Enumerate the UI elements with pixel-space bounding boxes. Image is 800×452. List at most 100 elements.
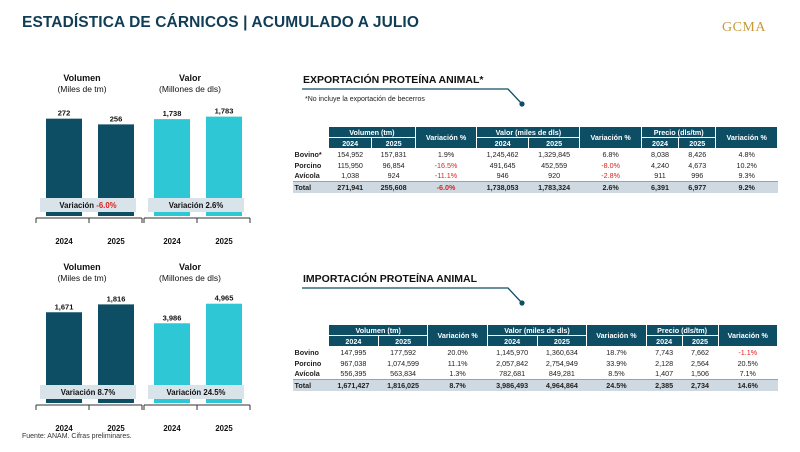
row-label: Porcino	[294, 358, 322, 368]
header-group: Volumen (tm)	[328, 126, 416, 138]
table-cell: 2,057,842	[496, 358, 529, 368]
x-tick-import-volume-2024: 2024	[55, 424, 73, 433]
import-table-title: IMPORTACIÓN PROTEÍNA ANIMAL	[303, 273, 478, 285]
header-group: Precio (dls/tm)	[640, 126, 717, 138]
table-cell: 920	[548, 171, 561, 181]
variation-label-export-value: Variación 2.6%	[169, 201, 224, 210]
header-year: 2025	[377, 335, 429, 347]
row-label: Avícola	[294, 171, 320, 181]
table-cell: 996	[691, 171, 704, 181]
table-cell: 1,360,634	[545, 347, 578, 357]
header-year: 2024	[327, 137, 373, 149]
row-label: Porcino	[294, 160, 322, 170]
gcma-logo: GCMA	[721, 20, 766, 35]
variation-band-export-volume	[40, 198, 136, 212]
header-year: 2025	[536, 335, 588, 347]
table-cell: 10.2%	[736, 160, 757, 170]
table-cell: 556,395	[340, 369, 367, 379]
header-year: 2025	[681, 335, 719, 347]
header-blank	[292, 324, 329, 347]
table-cell: 96,854	[382, 160, 405, 170]
header-group: Valor (miles de dls)	[476, 126, 581, 138]
table-cell: 967,038	[340, 358, 367, 368]
table-cell: 3,986,493	[487, 379, 538, 391]
x-tick-import-volume-2025: 2025	[107, 424, 125, 433]
table-cell: 1,074,599	[387, 358, 420, 368]
table-cell: 2,128	[655, 358, 674, 368]
x-tick-export-volume-2024: 2024	[55, 237, 73, 246]
value-label-export-value-2024: 1,738	[163, 109, 182, 118]
value-label-export-volume-2025: 256	[110, 114, 123, 123]
variation-label-import-volume: Variación 8.7%	[61, 388, 116, 397]
chart-title-export-value: Valor (Millones de dls)	[159, 73, 221, 94]
table-cell: 1.3%	[449, 369, 466, 379]
table-cell: 20.5%	[737, 358, 758, 368]
x-tick-export-value-2025: 2025	[215, 237, 233, 246]
value-label-export-volume-2024: 272	[58, 109, 71, 118]
table-cell: 1,671,427	[328, 379, 379, 391]
table-cell: -6.0%	[415, 181, 477, 193]
table-cell: 4,240	[651, 160, 670, 170]
variation-band-import-value	[148, 385, 244, 399]
table-cell: 782,681	[499, 369, 526, 379]
header-year: 2024	[640, 137, 680, 149]
header-group: Variación %	[427, 324, 488, 347]
value-label-import-value-2024: 3,986	[163, 313, 182, 322]
table-cell: 157,831	[380, 149, 407, 159]
export-table: Volumen (tm) Variación % Valor (miles de d…	[292, 126, 778, 193]
x-tick-import-value-2024: 2024	[163, 424, 181, 433]
table-cell: 2,385	[646, 379, 683, 391]
variation-label-import-value: Variación 24.5%	[167, 388, 226, 397]
table-cell: 20.0%	[447, 347, 468, 357]
table-cell: 8,038	[651, 149, 670, 159]
table-row: Total 271,941 255,608 -6.0% 1,738,053 1,783,3…	[292, 181, 778, 193]
row-label: Total	[292, 379, 329, 391]
x-tick-export-volume-2025: 2025	[107, 237, 125, 246]
table-cell: 7,743	[655, 347, 674, 357]
table-cell: 115,950	[337, 160, 363, 170]
table-row: Bovino 147,995 177,592 20.0% 1,145,970 1,360,…	[293, 347, 778, 358]
table-cell: 563,834	[390, 369, 417, 379]
export-table-title: EXPORTACIÓN PROTEÍNA ANIMAL*	[303, 74, 484, 86]
header-year: 2024	[476, 137, 529, 149]
header-group: Variación %	[715, 126, 778, 149]
table-cell: 1,783,324	[528, 181, 580, 193]
table-cell: 8.7%	[427, 379, 488, 391]
source-note: Fuente: ANAM. Cifras preliminares.	[22, 433, 132, 440]
table-cell: 1,038	[341, 171, 360, 181]
table-cell: 2,564	[691, 358, 710, 368]
chart-title-export-volume: Volumen (Miles de tm)	[57, 73, 107, 94]
table-cell: 271,941	[328, 181, 372, 193]
table-cell: 9.2%	[715, 181, 778, 193]
table-cell: 18.7%	[606, 347, 627, 357]
table-cell: 491,645	[489, 160, 516, 170]
table-row: Avícola 1,038 924 -11.1% 946 920 -2.8% 911 996 9.…	[293, 171, 778, 182]
table-row: Avícola 556,395 563,834 1.3% 782,681 849,281 8…	[293, 369, 778, 380]
chart-title-import-value: Valor (Millones de dls)	[159, 262, 221, 283]
table-cell: 849,281	[548, 369, 575, 379]
variation-band-import-volume	[40, 385, 136, 399]
value-label-import-value-2025: 4,965	[215, 294, 234, 303]
table-cell: 8,426	[688, 149, 707, 159]
table-cell: 924	[387, 171, 400, 181]
table-row: Porcino 115,950 96,854 -16.5% 491,645 452,559…	[293, 160, 778, 171]
table-cell: 1,738,053	[476, 181, 529, 193]
page-title: ESTADÍSTICA DE CÁRNICOS | ACUMULADO A JU…	[22, 14, 419, 31]
table-row: Total 1,671,427 1,816,025 8.7% 3,986,493 4,96…	[292, 379, 778, 391]
value-label-export-value-2025: 1,783	[215, 107, 234, 116]
table-cell: 1,506	[691, 369, 710, 379]
table-cell: -16.5%	[434, 160, 458, 170]
table-cell: 14.6%	[718, 379, 778, 391]
row-label: Avícola	[294, 369, 320, 379]
header-group: Variación %	[586, 324, 647, 347]
table-cell: 6.8%	[602, 149, 619, 159]
header-group: Valor (miles de dls)	[486, 324, 588, 336]
table-cell: 9.3%	[738, 171, 755, 181]
header-group: Volumen (tm)	[327, 324, 429, 336]
table-cell: 24.5%	[586, 379, 647, 391]
export-note: *No incluye la exportación de becerros	[305, 96, 425, 103]
table-cell: 4,673	[688, 160, 707, 170]
header-year: 2025	[371, 137, 416, 149]
header-group: Variación %	[414, 126, 478, 149]
